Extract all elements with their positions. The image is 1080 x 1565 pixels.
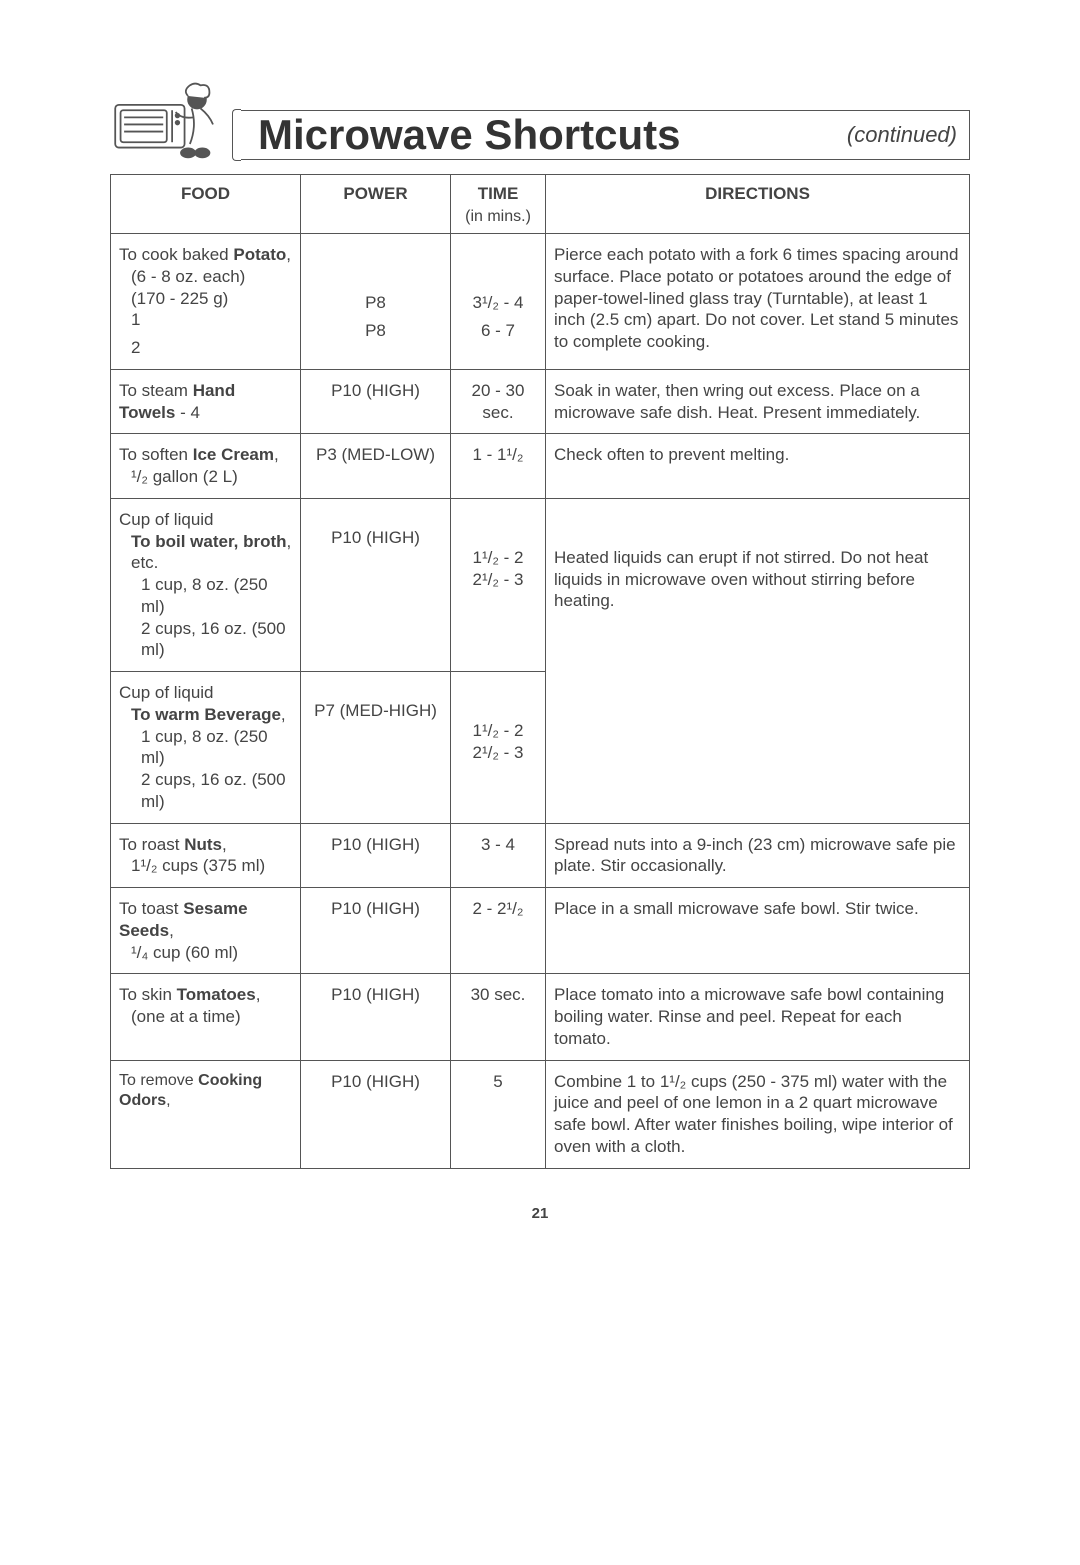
row-icecream: To soften Ice Cream, ¹/₂ gallon (2 L) P3… [111,434,970,499]
row-odors: To remove Cooking Odors, P10 (HIGH) 5 Co… [111,1060,970,1168]
text: Cup of liquid [119,683,214,702]
text: P8 [309,292,442,314]
row-nuts: To roast Nuts, 1¹/₂ cups (375 ml) P10 (H… [111,823,970,888]
cell-power: P10 (HIGH) [301,498,451,671]
cell-directions: Spread nuts into a 9-inch (23 cm) microw… [546,823,970,888]
text: To roast [119,835,184,854]
cell-food: To remove Cooking Odors, [111,1060,301,1168]
text: P7 (MED-HIGH) [309,700,442,722]
cell-power: P10 (HIGH) [301,974,451,1060]
row-tomatoes: To skin Tomatoes, (one at a time) P10 (H… [111,974,970,1060]
row-potato: To cook baked Potato, (6 - 8 oz. each) (… [111,234,970,370]
cell-food: Cup of liquid To warm Beverage, 1 cup, 8… [111,672,301,824]
cell-time: 1¹/₂ - 2 2¹/₂ - 3 [451,672,546,824]
cell-directions: Pierce each potato with a fork 6 times s… [546,234,970,370]
title-bar: Microwave Shortcuts (continued) [238,110,970,160]
col-directions: DIRECTIONS [546,175,970,234]
cell-directions: Soak in water, then wring out excess. Pl… [546,369,970,434]
cell-food: To toast Sesame Seeds, ¹/₄ cup (60 ml) [111,888,301,974]
text: To cook baked [119,245,233,264]
cell-directions: Check often to prevent melting. [546,434,970,499]
text: 2 cups, 16 oz. (500 ml) [119,769,292,813]
text: P10 (HIGH) [309,527,442,549]
text: (one at a time) [119,1006,292,1028]
text: Heated liquids can erupt if not stirred.… [554,548,928,611]
text: (6 - 8 oz. each) [119,266,292,288]
cell-time: 30 sec. [451,974,546,1060]
text: To toast [119,899,183,918]
text: 1¹/₂ cups (375 ml) [119,855,292,877]
text: 1¹/₂ - 2 [459,720,537,742]
text: 6 - 7 [459,320,537,342]
cell-power: P7 (MED-HIGH) [301,672,451,824]
text-bold: Tomatoes [177,985,256,1004]
text: 2 cups, 16 oz. (500 ml) [119,618,292,662]
cell-food: To soften Ice Cream, ¹/₂ gallon (2 L) [111,434,301,499]
cell-time: 5 [451,1060,546,1168]
cell-food: To cook baked Potato, (6 - 8 oz. each) (… [111,234,301,370]
cell-power: P10 (HIGH) [301,888,451,974]
col-power: POWER [301,175,451,234]
text: 1 [119,309,292,331]
table-header-row: FOOD POWER TIME (in mins.) DIRECTIONS [111,175,970,234]
text: 3¹/₂ - 4 [459,292,537,314]
text: 2 [119,337,292,359]
chef-microwave-icon [110,80,220,160]
text: (170 - 225 g) [119,288,292,310]
cell-food: Cup of liquid To boil water, broth, etc.… [111,498,301,671]
text: ¹/₂ gallon (2 L) [119,466,292,488]
cell-time: 3¹/₂ - 4 6 - 7 [451,234,546,370]
col-time: TIME (in mins.) [451,175,546,234]
continued-label: (continued) [847,122,959,148]
text-bold: To warm Beverage [131,705,281,724]
cell-time: 1 - 1¹/₂ [451,434,546,499]
text: To skin [119,985,177,1004]
text: 1 cup, 8 oz. (250 ml) [119,726,292,770]
text: 1 cup, 8 oz. (250 ml) [119,574,292,618]
text-bold: To boil water, broth [131,532,287,551]
text: To remove [119,1072,198,1089]
text: 2¹/₂ - 3 [459,569,537,591]
row-sesame: To toast Sesame Seeds, ¹/₄ cup (60 ml) P… [111,888,970,974]
cell-food: To roast Nuts, 1¹/₂ cups (375 ml) [111,823,301,888]
page-title: Microwave Shortcuts [246,111,692,159]
cell-food: To skin Tomatoes, (one at a time) [111,974,301,1060]
cell-directions: Place tomato into a microwave safe bowl … [546,974,970,1060]
shortcuts-table: FOOD POWER TIME (in mins.) DIRECTIONS To… [110,174,970,1169]
text: To steam [119,381,193,400]
row-towels: To steam Hand Towels - 4 P10 (HIGH) 20 -… [111,369,970,434]
text: ¹/₄ cup (60 ml) [119,942,292,964]
text: - 4 [175,403,200,422]
page: Microwave Shortcuts (continued) FOOD POW… [0,0,1080,1282]
text: To soften [119,445,193,464]
cell-directions: Combine 1 to 1¹/₂ cups (250 - 375 ml) wa… [546,1060,970,1168]
col-time-sub: (in mins.) [465,208,531,225]
header: Microwave Shortcuts (continued) [110,80,970,160]
text: Cup of liquid [119,510,214,529]
col-food: FOOD [111,175,301,234]
cell-time: 20 - 30 sec. [451,369,546,434]
cell-power: P10 (HIGH) [301,369,451,434]
cell-directions: Place in a small microwave safe bowl. St… [546,888,970,974]
text: 1¹/₂ - 2 [459,547,537,569]
cell-power: P10 (HIGH) [301,1060,451,1168]
text: 2¹/₂ - 3 [459,742,537,764]
row-boil: Cup of liquid To boil water, broth, etc.… [111,498,970,671]
cell-power: P3 (MED-LOW) [301,434,451,499]
cell-time: 1¹/₂ - 2 2¹/₂ - 3 [451,498,546,671]
text-bold: Ice Cream [193,445,274,464]
cell-time: 3 - 4 [451,823,546,888]
cell-food: To steam Hand Towels - 4 [111,369,301,434]
text: P8 [309,320,442,342]
cell-power: P8 P8 [301,234,451,370]
cell-power: P10 (HIGH) [301,823,451,888]
col-time-label: TIME [478,184,519,203]
page-number: 21 [110,1205,970,1222]
text-bold: Nuts [184,835,222,854]
cell-time: 2 - 2¹/₂ [451,888,546,974]
cell-directions: Heated liquids can erupt if not stirred.… [546,498,970,823]
text-bold: Potato [233,245,286,264]
